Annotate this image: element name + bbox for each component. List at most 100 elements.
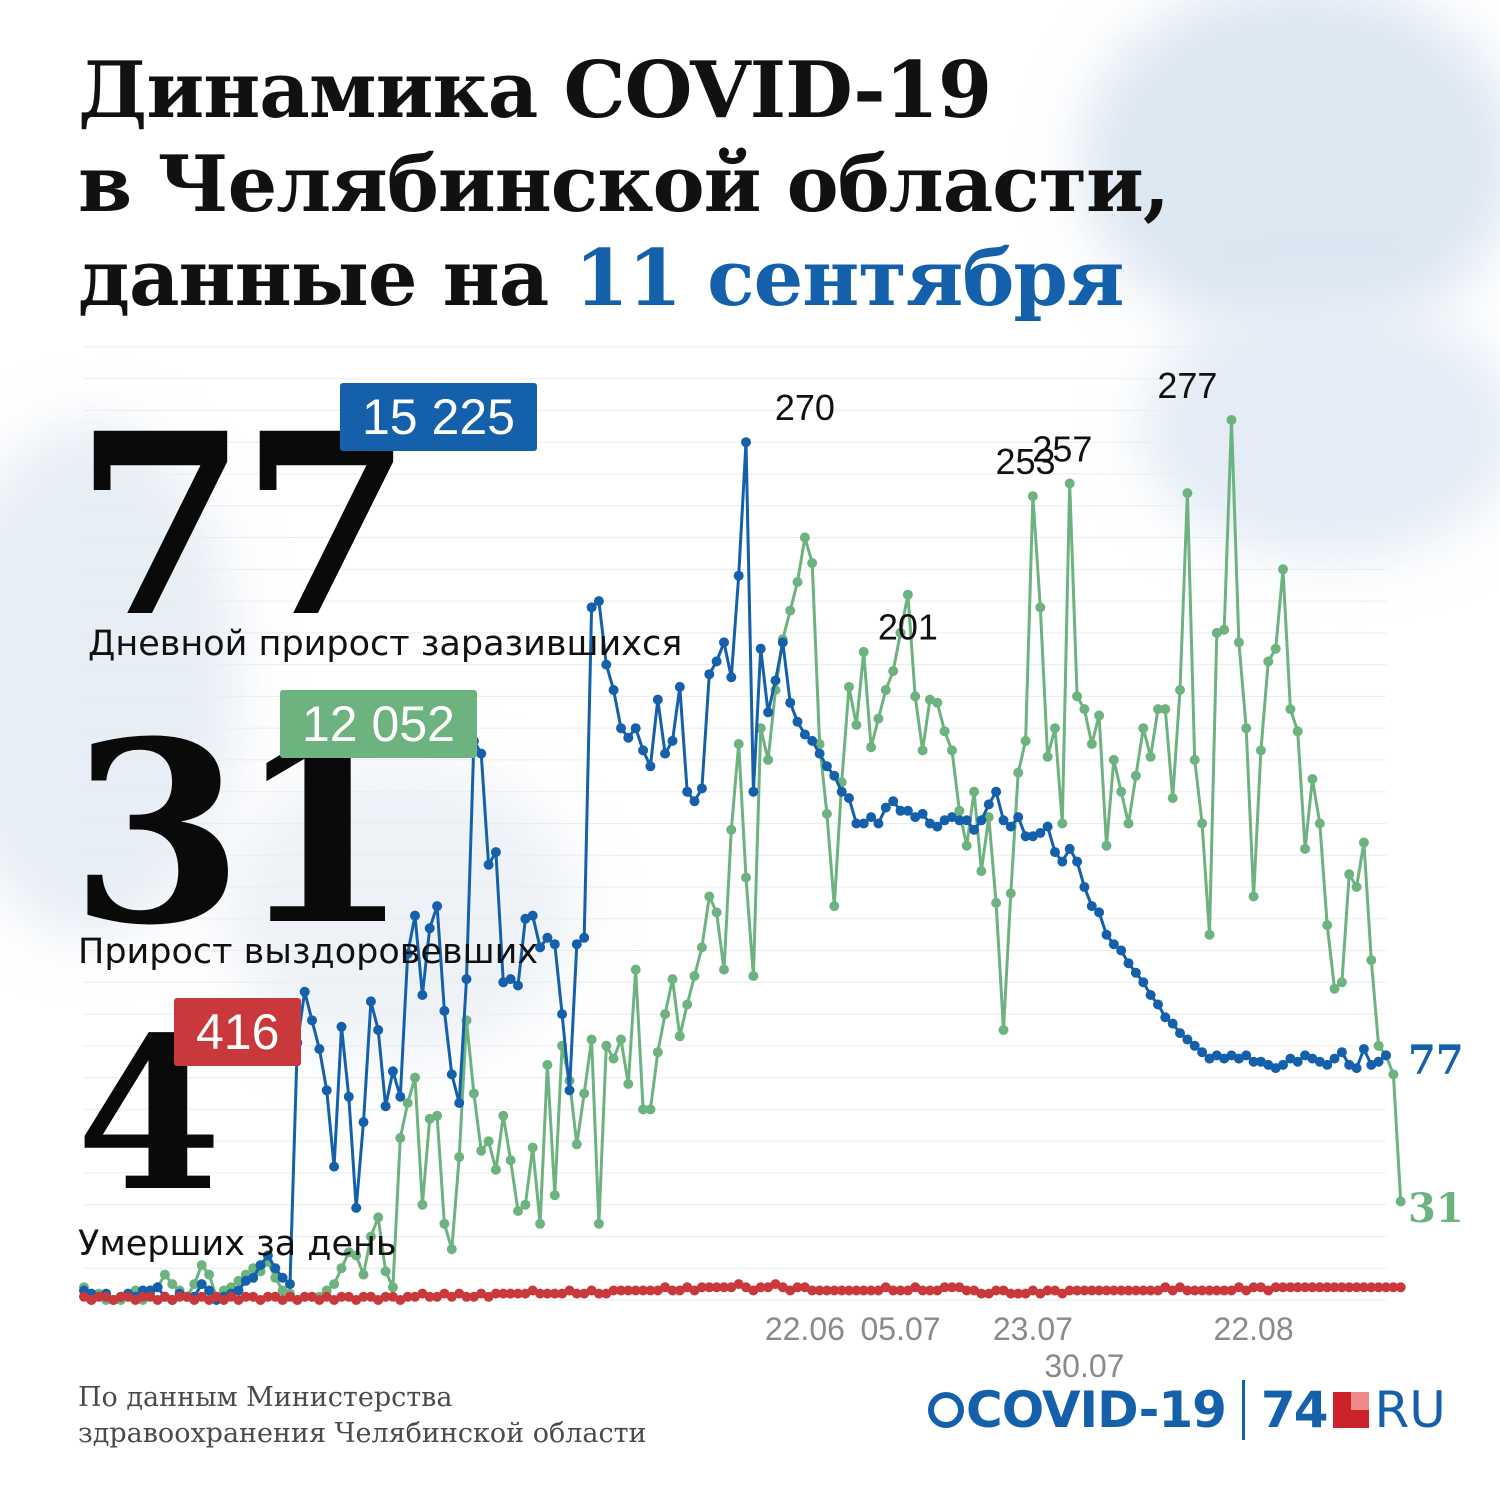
recovered-data-point [689, 971, 700, 981]
infected-data-point [387, 1066, 398, 1077]
infected-data-point [321, 1085, 332, 1096]
deaths-data-point [917, 1285, 928, 1296]
infected-data-point [1160, 1012, 1171, 1023]
infected-data-point [402, 948, 413, 959]
deaths-data-point [498, 1288, 509, 1299]
recovered-data-point [660, 1009, 671, 1020]
infected-data-point [704, 669, 715, 680]
deaths-data-point [719, 1282, 729, 1293]
infected-data-point [248, 1272, 259, 1283]
recovered-data-point [189, 1279, 200, 1290]
infected-data-point [777, 637, 788, 648]
infected-data-point [866, 812, 877, 823]
infected-data-point [1182, 1034, 1193, 1045]
title-date: 11 сентября [574, 233, 1124, 324]
infected-data-point [1042, 821, 1053, 832]
recovered-data-point [1013, 767, 1024, 778]
recovered-data-point [961, 840, 972, 851]
infected-data-point [1116, 945, 1127, 956]
infected-data-point [689, 796, 700, 807]
recovered-data-point [821, 808, 832, 819]
recovered-data-point [513, 1206, 523, 1216]
recovered-data-point [829, 901, 840, 912]
infected-data-point [660, 748, 671, 759]
title-line-2: в Челябинской области, [78, 139, 1170, 230]
deaths-data-point [402, 1291, 413, 1302]
deaths-data-point [1285, 1282, 1296, 1293]
infected-data-point [299, 986, 310, 997]
deaths-data-point [1094, 1285, 1105, 1296]
deaths-data-point [1138, 1285, 1149, 1296]
recovered-data-point [1197, 818, 1208, 829]
infected-data-point [1329, 1053, 1340, 1064]
infected-data-point [888, 796, 899, 807]
deaths-data-point [851, 1285, 862, 1296]
infected-data-point [285, 1279, 295, 1290]
recovered-data-point [1027, 491, 1038, 502]
deaths-data-point [829, 1285, 840, 1296]
virus-icon [928, 1392, 964, 1428]
infected-data-point [1035, 828, 1046, 838]
recovered-data-point [380, 1266, 391, 1277]
deaths-data-point [358, 1291, 369, 1302]
recovered-data-point [998, 1025, 1009, 1035]
recovered-data-point [1248, 891, 1259, 902]
recovered-data-point [1050, 723, 1060, 734]
peak-value-label: 257 [1032, 429, 1092, 470]
recovered-data-point [799, 532, 810, 543]
infected-data-point [262, 1250, 273, 1261]
recovered-data-point [1233, 637, 1244, 648]
x-axis-tick-label: 22.08 [1214, 1311, 1294, 1347]
recovered-data-point [1373, 1040, 1384, 1051]
peak-value-label: 201 [878, 606, 938, 647]
recovered-data-point [520, 1199, 531, 1210]
recovered-data-point [432, 1110, 443, 1121]
recovered-data-point [402, 1098, 413, 1108]
recovered-data-point [1094, 710, 1105, 721]
recovered-data-point [159, 1269, 170, 1280]
recovered-data-point [616, 1034, 626, 1045]
deaths-data-point [1388, 1282, 1399, 1293]
recovered-data-point [1035, 602, 1046, 613]
recovered-data-point [1138, 723, 1149, 734]
infected-data-point [799, 729, 810, 740]
deaths-data-point [696, 1282, 707, 1293]
deaths-data-point [638, 1285, 649, 1296]
recovered-data-point [1263, 656, 1274, 667]
infected-data-point [255, 1260, 266, 1271]
infected-data-point [343, 1091, 354, 1102]
infected-data-point [696, 783, 707, 794]
infected-data-point [204, 1285, 215, 1296]
infected-data-point [351, 1202, 362, 1213]
infected-data-point [1138, 977, 1149, 988]
deaths-data-point [505, 1288, 516, 1299]
deaths-label: Умерших за день [78, 1224, 397, 1264]
infected-data-point [836, 786, 847, 797]
recovered-data-point [792, 577, 803, 587]
recovered-data-point [549, 1190, 560, 1201]
recovered-data-point [1388, 1069, 1399, 1080]
recovered-data-point [1204, 929, 1215, 940]
recovered-data-point [410, 1072, 420, 1083]
infected-data-point [571, 939, 582, 950]
recovered-data-point [910, 691, 921, 702]
deaths-data-point [667, 1285, 678, 1296]
recovered-data-point [358, 1269, 369, 1280]
recovered-data-point [1322, 920, 1333, 931]
infected-data-point [461, 974, 472, 985]
x-axis-tick-label: 05.07 [860, 1311, 940, 1347]
deaths-data-point [1373, 1282, 1384, 1293]
deaths-data-point [1278, 1282, 1288, 1293]
deaths-data-point [630, 1285, 641, 1296]
infected-end-label: 77 [1408, 1037, 1464, 1084]
deaths-data-point [1108, 1285, 1119, 1296]
recovered-data-point [1130, 770, 1141, 781]
infected-data-point [755, 643, 766, 654]
infected-data-point [307, 1015, 317, 1026]
peak-value-label: 270 [775, 387, 835, 428]
recovered-data-point [1300, 843, 1311, 854]
infected-data-point [645, 761, 656, 772]
recovered-data-point [1079, 704, 1090, 715]
brand-logo: COVID-19 74 RU [928, 1370, 1446, 1450]
deaths-data-point [535, 1288, 546, 1299]
